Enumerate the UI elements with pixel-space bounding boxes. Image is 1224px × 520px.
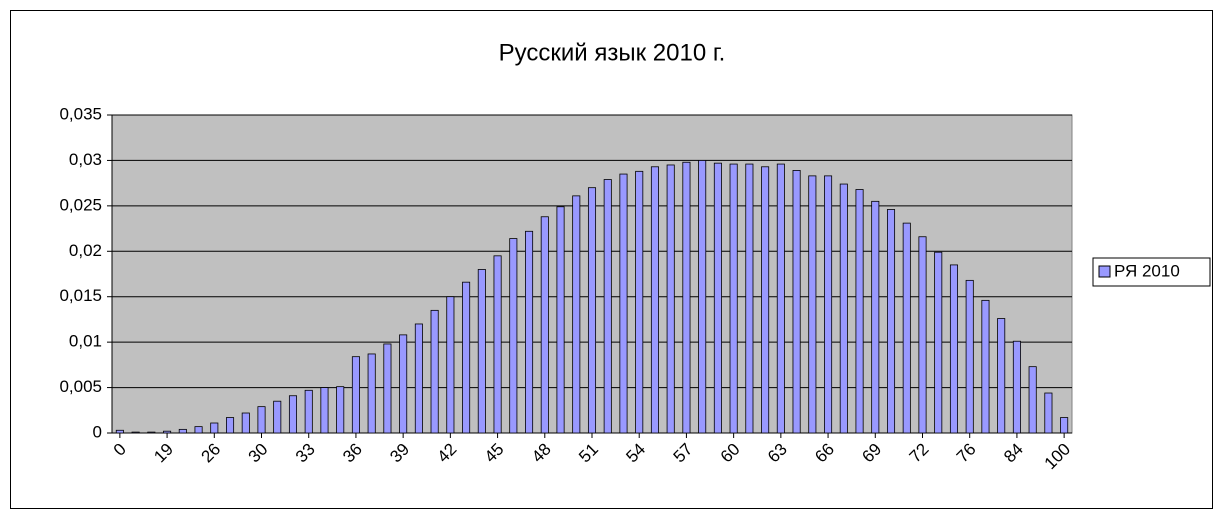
bar xyxy=(414,323,423,434)
bar xyxy=(509,238,518,434)
bar xyxy=(745,163,754,434)
bar xyxy=(147,431,156,434)
bar xyxy=(288,395,298,434)
bar xyxy=(839,183,848,434)
bar xyxy=(761,166,770,434)
bar xyxy=(871,200,880,434)
bar xyxy=(241,412,250,434)
bar xyxy=(1060,417,1069,434)
bar xyxy=(383,343,392,434)
y-tick-label: 0 xyxy=(93,422,102,441)
bar xyxy=(304,389,313,434)
bar xyxy=(981,299,990,434)
bar xyxy=(713,162,722,434)
bar xyxy=(462,281,471,434)
bar xyxy=(163,430,172,434)
bar xyxy=(178,428,187,434)
bar xyxy=(257,406,266,434)
y-tick-label: 0,03 xyxy=(69,150,102,169)
bar xyxy=(194,426,203,434)
bar xyxy=(650,166,659,434)
y-tick-label: 0,035 xyxy=(59,104,102,123)
y-tick-label: 0,01 xyxy=(69,332,102,351)
bar xyxy=(115,429,124,434)
bar xyxy=(1028,366,1037,434)
bar xyxy=(367,353,376,434)
legend-box xyxy=(1092,257,1211,287)
bar xyxy=(619,173,628,434)
bar xyxy=(336,386,345,434)
bar xyxy=(824,175,833,434)
bar xyxy=(776,163,785,434)
y-tick-label: 0,015 xyxy=(59,286,102,305)
bar xyxy=(131,431,140,434)
bar xyxy=(965,279,974,434)
bar xyxy=(399,334,408,434)
bar xyxy=(934,251,943,434)
bar xyxy=(351,356,360,434)
bar xyxy=(808,175,817,434)
bar xyxy=(540,216,549,434)
y-tick-label: 0,02 xyxy=(69,241,102,260)
bar xyxy=(666,164,675,434)
bar xyxy=(572,195,581,434)
bar xyxy=(698,160,707,434)
bar xyxy=(729,163,738,434)
bar xyxy=(918,236,927,434)
bar xyxy=(792,170,801,434)
bar xyxy=(525,230,534,434)
bar xyxy=(855,189,864,434)
bar xyxy=(430,309,439,434)
bar xyxy=(1012,340,1021,434)
bar xyxy=(556,206,565,434)
y-tick-label: 0,005 xyxy=(59,377,102,396)
bar xyxy=(273,400,282,434)
bar xyxy=(997,318,1006,434)
bar xyxy=(493,255,502,434)
bar xyxy=(210,422,219,434)
chart-title: Русский язык 2010 г. xyxy=(499,39,726,66)
bar xyxy=(320,387,329,434)
bar xyxy=(682,161,691,434)
bar xyxy=(226,417,235,434)
bar xyxy=(587,187,597,434)
legend-label: РЯ 2010 xyxy=(1114,261,1180,280)
bar xyxy=(635,170,644,434)
y-tick-label: 0,025 xyxy=(59,195,102,214)
bar xyxy=(603,179,612,434)
legend-swatch xyxy=(1098,265,1111,278)
bar xyxy=(477,269,486,434)
bar xyxy=(446,296,455,434)
bar xyxy=(1044,392,1053,434)
bar xyxy=(949,264,958,434)
bar xyxy=(886,209,896,434)
bar xyxy=(902,222,911,434)
